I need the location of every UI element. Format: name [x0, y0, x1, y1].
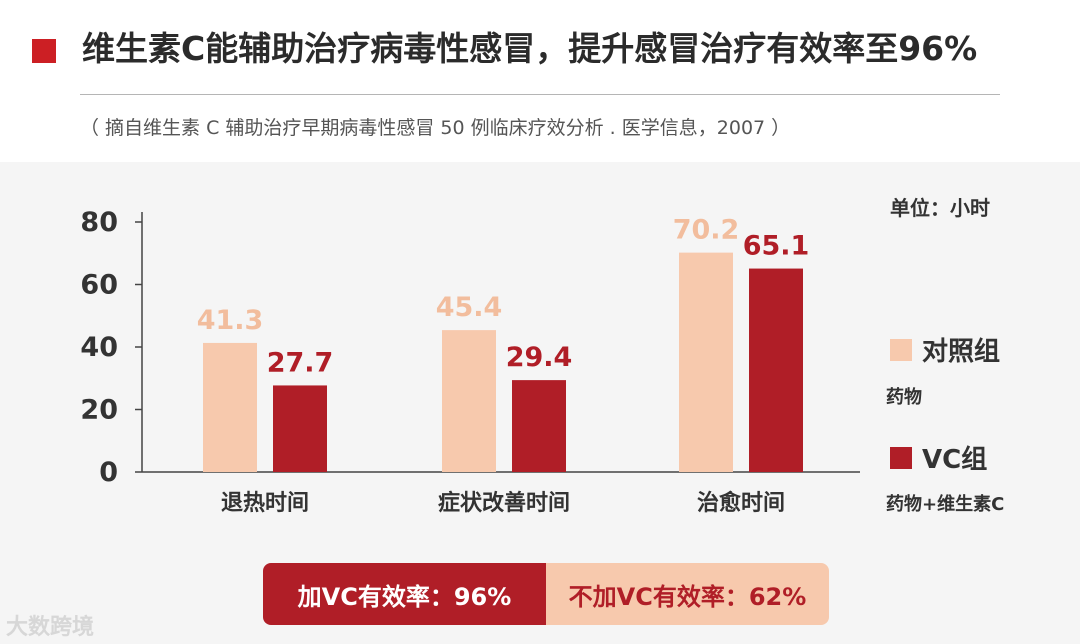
bar-value-label: 29.4 [506, 342, 573, 373]
source-citation: （ 摘自维生素 C 辅助治疗早期病毒性感冒 50 例临床疗效分析 . 医学信息，… [80, 117, 791, 139]
bar-value-label: 70.2 [673, 215, 740, 246]
y-tick-label: 0 [99, 457, 118, 488]
y-tick-label: 40 [80, 332, 118, 363]
bar-control [442, 330, 496, 472]
bar-control [203, 342, 257, 472]
bar-vc [273, 385, 327, 472]
y-tick-label: 80 [80, 207, 118, 238]
bar-value-label: 41.3 [197, 305, 264, 336]
x-category-label: 症状改善时间 [438, 490, 570, 516]
bar-value-label: 65.1 [743, 231, 810, 262]
page-title: 维生素C能辅助治疗病毒性感冒，提升感冒治疗有效率至96% [82, 29, 978, 68]
bar-control [679, 252, 733, 472]
unit-label: 单位：小时 [890, 196, 990, 220]
effectiveness-rate-bar: 加VC有效率：96% 不加VC有效率：62% [263, 563, 829, 625]
x-category-label: 退热时间 [221, 490, 309, 516]
y-tick-label: 60 [80, 270, 118, 301]
title-marker [32, 39, 56, 63]
rate-with-vc: 加VC有效率：96% [263, 563, 546, 625]
bar-value-label: 27.7 [267, 347, 334, 378]
x-category-label: 治愈时间 [697, 490, 785, 516]
bar-vc [512, 380, 566, 472]
title-divider [80, 94, 1000, 95]
legend-sub-vc: 药物+维生素C [886, 494, 1005, 515]
bar-value-label: 45.4 [436, 292, 503, 323]
legend-label-vc: VC组 [922, 445, 988, 475]
legend-label-control: 对照组 [922, 337, 1001, 367]
legend-swatch-control [890, 339, 912, 361]
watermark-logo: 大数跨境 [6, 615, 95, 640]
rate-without-vc: 不加VC有效率：62% [546, 563, 829, 625]
bar-vc [749, 268, 803, 472]
legend-sub-control: 药物 [886, 387, 922, 408]
legend-swatch-vc [890, 447, 912, 469]
y-tick-label: 20 [80, 395, 118, 426]
